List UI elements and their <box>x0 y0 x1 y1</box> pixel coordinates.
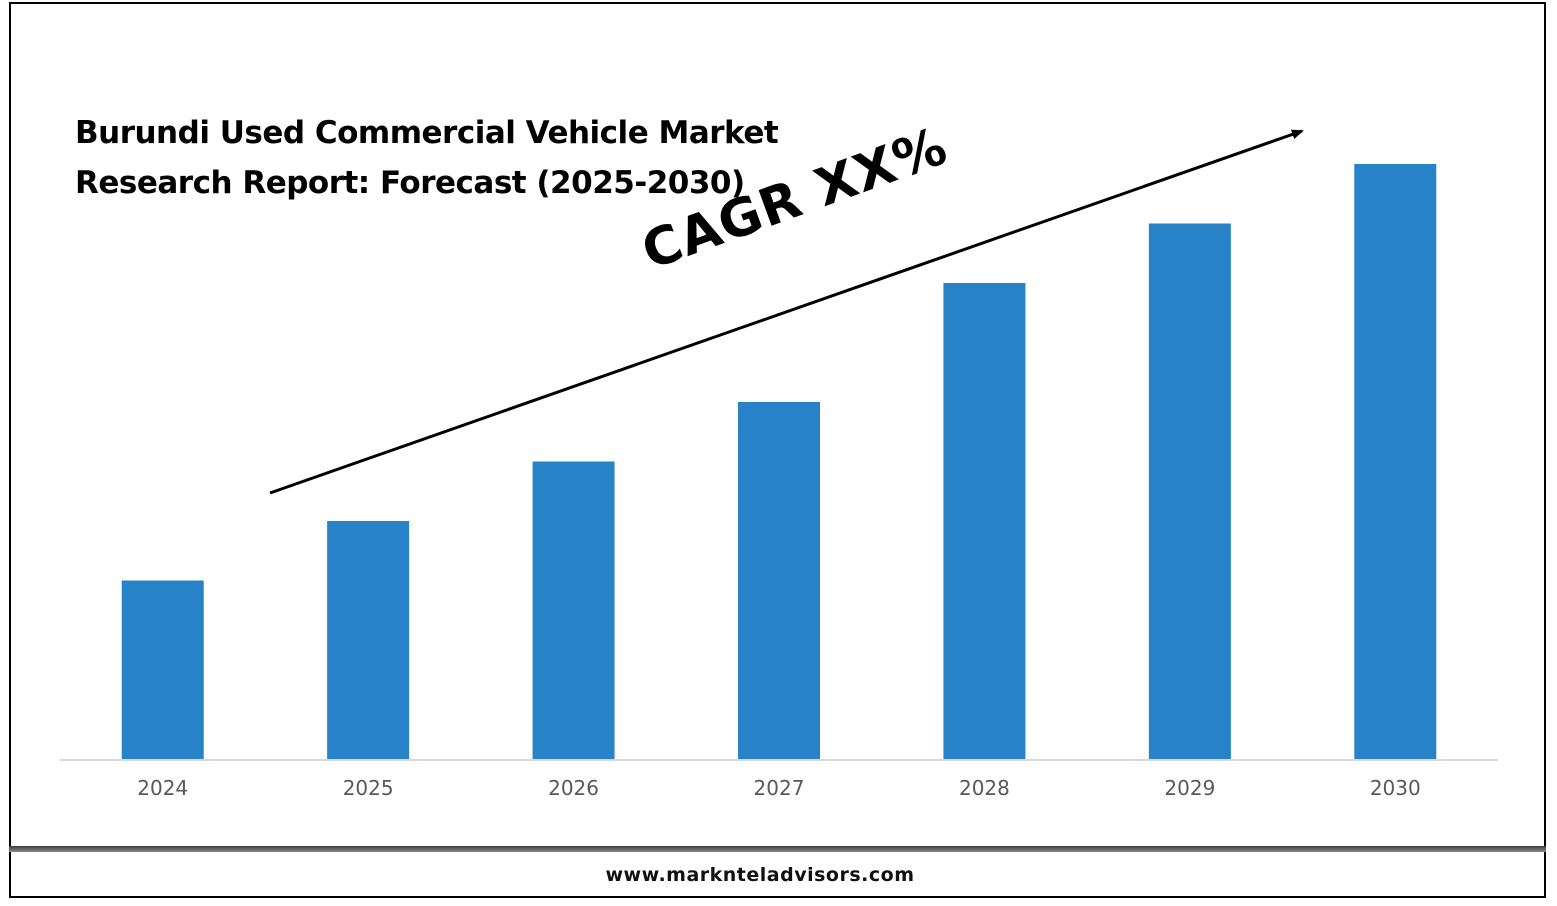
bar-2026 <box>532 461 615 759</box>
x-tick-label-2027: 2027 <box>754 776 805 800</box>
x-tick-label-2029: 2029 <box>1164 776 1215 800</box>
x-tick-label-2024: 2024 <box>137 776 188 800</box>
x-tick-labels: 2024 2025 2026 2027 2028 2029 2030 <box>137 776 1420 800</box>
x-tick-label-2025: 2025 <box>343 776 394 800</box>
bar-2025 <box>327 521 410 759</box>
chart-title-line-2: Research Report: Forecast (2025-2030) <box>75 165 745 201</box>
bars-group <box>121 164 1437 759</box>
footer-website-link[interactable]: www.marknteladvisors.com <box>605 864 915 886</box>
chart-title-line-1: Burundi Used Commercial Vehicle Market <box>75 115 779 151</box>
bar-2029 <box>1148 223 1231 759</box>
bar-2028 <box>943 283 1026 759</box>
chart-frame <box>9 2 1546 898</box>
bar-2030 <box>1354 164 1437 759</box>
footer-divider <box>9 846 1546 852</box>
bar-2024 <box>121 580 204 759</box>
cagr-trend-arrow <box>269 129 1304 495</box>
x-tick-label-2028: 2028 <box>959 776 1010 800</box>
x-tick-label-2030: 2030 <box>1370 776 1421 800</box>
x-tick-label-2026: 2026 <box>548 776 599 800</box>
bar-2027 <box>738 402 820 759</box>
chart-title: Burundi Used Commercial Vehicle Market R… <box>75 108 779 208</box>
